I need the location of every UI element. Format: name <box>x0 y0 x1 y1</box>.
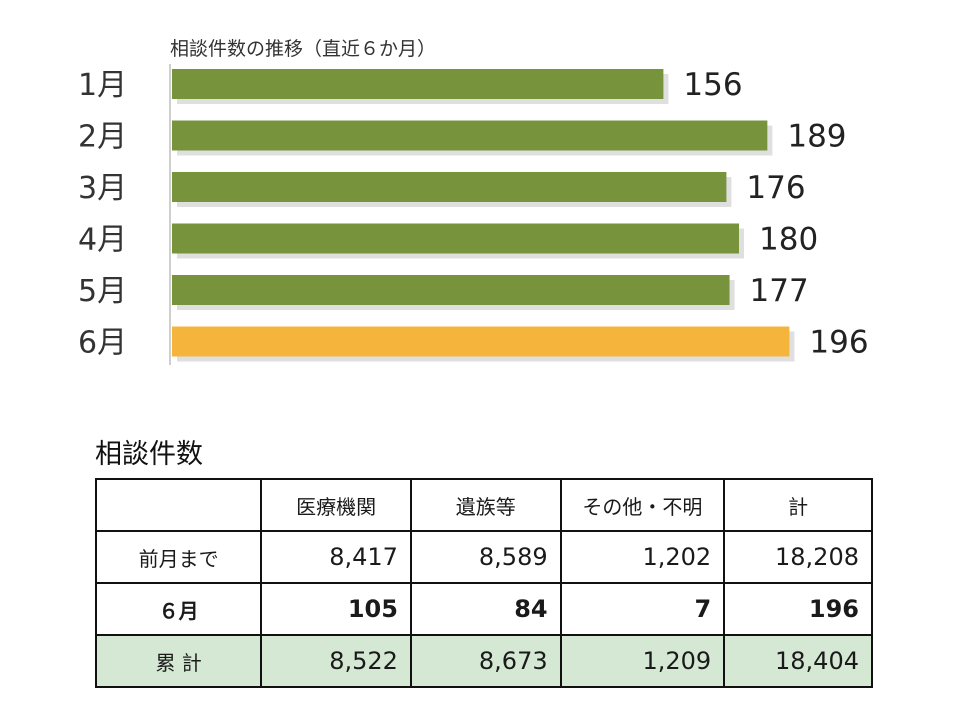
data-label: 176 <box>746 170 805 206</box>
category-label: 2月 <box>78 120 127 155</box>
table-cell: 8,417 <box>260 530 412 584</box>
header-other-unknown: その他・不明 <box>559 478 726 532</box>
category-label: 1月 <box>78 68 127 103</box>
consultation-table: 医療機関 遺族等 その他・不明 計 前月まで 8,417 8,589 1,202… <box>94 478 873 688</box>
bar <box>172 120 768 151</box>
header-total: 計 <box>723 478 873 532</box>
header-medical-institutions: 医療機関 <box>260 478 412 532</box>
table-row: ６月 105 84 7 196 <box>94 582 873 636</box>
table-row-total: 累 計 8,522 8,673 1,209 18,404 <box>94 634 873 688</box>
table-header-row: 医療機関 遺族等 その他・不明 計 <box>94 478 873 532</box>
table-title: 相談件数 <box>95 439 203 470</box>
row-label: 累 計 <box>94 634 263 688</box>
table-cell: 7 <box>559 582 726 636</box>
category-label: 3月 <box>78 171 127 206</box>
table-cell: 8,673 <box>409 634 562 688</box>
table-cell: 8,522 <box>260 634 412 688</box>
category-label: 6月 <box>78 326 127 361</box>
data-label: 189 <box>787 119 846 155</box>
header-corner <box>94 478 263 532</box>
bar <box>172 275 730 305</box>
table-cell: 18,208 <box>723 530 873 584</box>
table-cell: 84 <box>409 582 562 636</box>
row-label: 前月まで <box>94 530 263 584</box>
bar-chart: 相談件数の推移（直近６か月） 1月 156 2月 189 3月 176 4月 180 5月 177… <box>78 38 869 365</box>
bar <box>172 172 727 202</box>
header-bereaved-families: 遺族等 <box>409 478 562 532</box>
table-cell: 8,589 <box>409 530 562 584</box>
data-label: 196 <box>809 325 868 361</box>
table-cell: 18,404 <box>723 634 873 688</box>
row-label: ６月 <box>94 582 263 636</box>
bar <box>172 326 790 357</box>
data-label: 156 <box>683 67 742 103</box>
table-cell: 1,209 <box>559 634 726 688</box>
category-label: 5月 <box>78 274 127 309</box>
table-row: 前月まで 8,417 8,589 1,202 18,208 <box>94 530 873 584</box>
table-cell: 196 <box>723 582 873 636</box>
category-label: 4月 <box>78 223 127 258</box>
table-cell: 105 <box>260 582 412 636</box>
data-label: 177 <box>750 273 809 309</box>
bar <box>172 223 739 254</box>
bar <box>172 69 664 99</box>
data-label: 180 <box>759 222 818 258</box>
chart-title: 相談件数の推移（直近６か月） <box>170 38 436 60</box>
table-cell: 1,202 <box>559 530 726 584</box>
